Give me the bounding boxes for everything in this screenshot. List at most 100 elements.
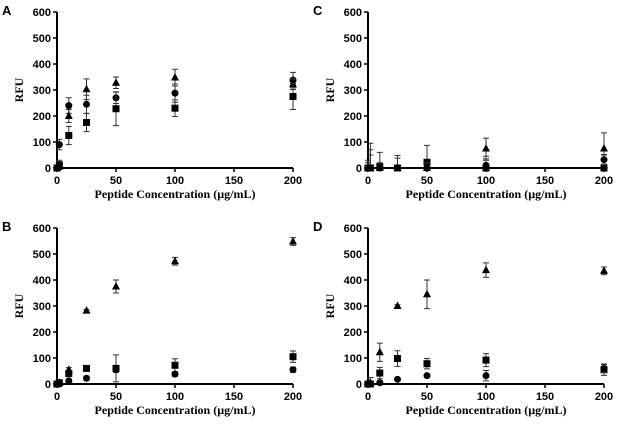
y-tick-label: 500 [33,33,51,45]
x-tick-label: 150 [225,175,243,187]
data-point-square [600,164,608,172]
data-point-square [394,355,401,363]
x-tick-label: 50 [421,175,433,187]
panel-a: A 0 100 200 300 400 500 600 0 50 100 150 200 Peptide … [2,3,302,201]
y-tick-label: 600 [33,7,51,19]
data-point-circle [65,377,73,385]
data-point-square [83,119,90,126]
y-tick-label: 100 [344,137,362,149]
data-point-circle [112,366,120,374]
data-point-square [423,158,431,166]
data-point-square [55,161,63,169]
y-tick-label: 300 [33,85,51,97]
x-tick-label: 50 [421,391,433,403]
data-point-circle [171,89,179,97]
y-axis-label: RFU [323,77,337,102]
data-point-square [376,369,384,377]
data-point-square [171,104,179,112]
data-point-triangle [112,78,120,86]
panel-b: B 0 100 200 300 400 500 600 0 50 100 150 200 Peptide … [2,219,302,417]
data-point-triangle [482,144,490,152]
y-tick-label: 0 [45,379,51,391]
x-tick-label: 0 [54,391,60,403]
x-tick-label: 200 [284,391,302,403]
panel-label: D [313,219,322,234]
y-tick-label: 500 [344,249,362,261]
data-point-triangle [82,306,91,314]
data-point-circle [65,102,73,110]
data-point-triangle [64,111,73,119]
data-point-circle [423,164,431,172]
x-tick-label: 200 [284,175,302,187]
data-point-triangle [393,301,402,309]
y-tick-label: 100 [33,137,51,149]
data-point-triangle [112,282,120,290]
panel-d: D 0 100 200 300 400 500 600 0 50 100 150 200 Peptide … [313,219,613,417]
data-point-square [65,132,73,139]
x-tick-label: 100 [477,175,495,187]
y-tick-label: 600 [344,223,362,235]
y-tick-label: 300 [344,85,362,97]
y-tick-label: 200 [344,111,362,123]
data-point-circle [600,156,608,164]
data-point-circle [366,164,374,172]
y-tick-label: 200 [344,327,362,339]
x-axis-label: Peptide Concentration (µg/mL) [95,403,256,417]
data-point-circle [55,141,63,149]
y-tick-label: 200 [33,111,51,123]
y-tick-label: 400 [33,59,51,71]
x-tick-label: 100 [166,175,184,187]
data-point-circle [55,380,63,388]
x-tick-label: 100 [166,391,184,403]
y-axis-label: RFU [12,293,26,318]
x-tick-label: 50 [110,175,122,187]
data-point-circle [376,379,384,387]
data-point-circle [171,370,179,378]
x-tick-label: 0 [365,391,371,403]
data-point-circle [289,366,297,374]
x-tick-label: 150 [225,391,243,403]
data-point-square [289,353,297,361]
y-tick-label: 500 [33,249,51,261]
data-point-square [482,356,490,364]
data-point-square [289,93,297,100]
data-point-circle [394,375,401,383]
data-point-circle [482,372,490,380]
panel-label: A [2,3,12,18]
x-axis-label: Peptide Concentration (µg/mL) [95,187,256,201]
data-point-square [83,364,90,372]
y-tick-label: 600 [344,7,362,19]
y-tick-label: 400 [344,275,362,287]
data-point-triangle [600,144,608,152]
data-point-square [112,105,120,113]
data-point-circle [482,161,490,169]
data-point-triangle [82,84,91,93]
y-tick-label: 200 [33,327,51,339]
data-point-square [171,361,179,369]
y-tick-label: 0 [356,379,362,391]
data-point-circle [83,374,90,382]
panel-label: C [313,3,323,18]
y-tick-label: 0 [45,163,51,175]
y-tick-label: 300 [344,301,362,313]
y-tick-label: 0 [356,163,362,175]
y-tick-label: 100 [33,353,51,365]
x-tick-label: 50 [110,391,122,403]
y-axis-label: RFU [323,293,337,318]
y-tick-label: 400 [344,59,362,71]
data-point-circle [423,372,431,380]
data-point-square [423,360,431,368]
data-point-triangle [423,289,431,298]
x-axis-label: Peptide Concentration (µg/mL) [406,187,567,201]
panel-label: B [2,219,11,234]
y-tick-label: 100 [344,353,362,365]
data-point-circle [600,364,608,372]
x-tick-label: 0 [54,175,60,187]
y-tick-label: 600 [33,223,51,235]
data-point-triangle [171,256,179,265]
data-point-circle [366,380,374,388]
data-point-triangle [482,265,490,274]
y-tick-label: 500 [344,33,362,45]
y-tick-label: 400 [33,275,51,287]
